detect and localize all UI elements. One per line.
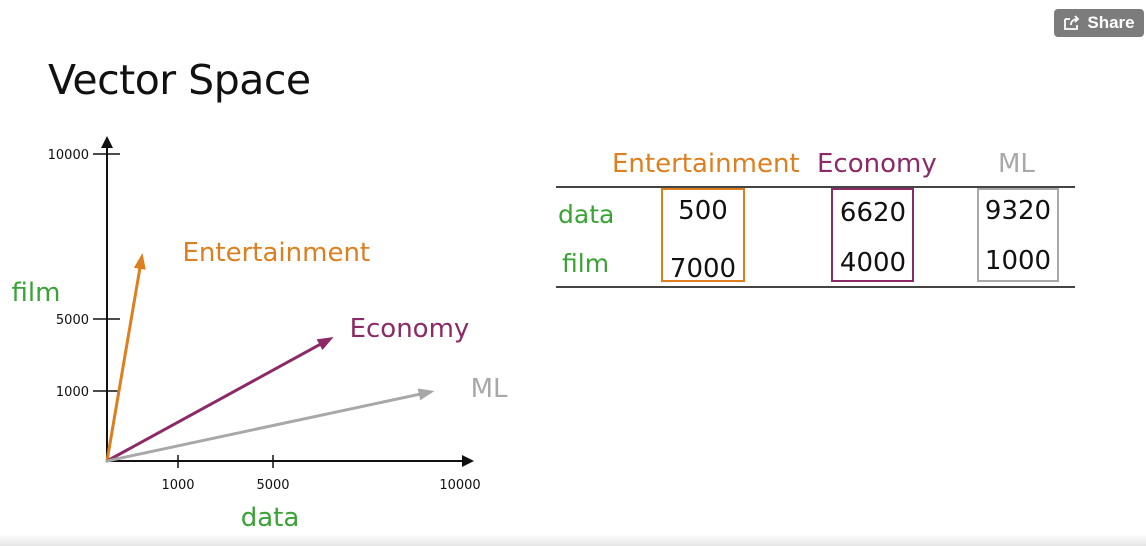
table-cell-data-entertainment: 500 — [678, 196, 728, 226]
economy-vector — [105, 342, 323, 463]
entertainment-arrowhead — [133, 253, 146, 270]
x-tick-label: 5000 — [256, 478, 289, 493]
economy-arrowhead — [316, 337, 334, 350]
share-button[interactable]: Share — [1054, 9, 1144, 37]
share-icon — [1064, 15, 1080, 30]
y-tick-label: 5000 — [56, 313, 89, 328]
x-tick-label: 10000 — [439, 478, 480, 493]
column-header-ml: ML — [998, 149, 1035, 179]
table-cell-film-economy: 4000 — [839, 248, 907, 278]
entertainment-column-box — [661, 188, 745, 282]
y-tick-label: 10000 — [48, 148, 89, 163]
column-header-economy: Economy — [817, 149, 937, 179]
entertainment-vector-label: Entertainment — [183, 238, 371, 268]
table-top-rule — [556, 186, 1075, 188]
ml-column-box — [977, 188, 1059, 282]
x-tick-label: 1000 — [161, 478, 194, 493]
economy-vector-label: Economy — [350, 314, 470, 344]
table-cell-film-entertainment: 7000 — [669, 254, 737, 284]
row-label-data: data — [558, 200, 615, 229]
economy-column-box — [831, 188, 914, 282]
y-axis-label: film — [12, 278, 61, 308]
column-header-entertainment: Entertainment — [612, 149, 800, 179]
ml-vector — [105, 392, 423, 463]
row-label-film: film — [562, 249, 610, 278]
ml-vector-label: ML — [471, 374, 508, 404]
vector-space-chart: 1000 5000 10000 1000 5000 10000 Entertainment… — [12, 136, 508, 533]
share-label: Share — [1087, 13, 1135, 32]
table-cell-data-economy: 6620 — [839, 198, 907, 228]
ml-arrowhead — [417, 388, 435, 401]
table-cell-film-ml: 1000 — [984, 246, 1052, 276]
bottom-shade — [0, 534, 1146, 546]
y-tick-label: 1000 — [56, 385, 89, 400]
table-bottom-rule — [556, 286, 1075, 288]
entertainment-vector — [105, 265, 142, 463]
page-title: Vector Space — [48, 56, 311, 104]
table-cell-data-ml: 9320 — [984, 196, 1052, 226]
x-axis-label: data — [241, 503, 300, 533]
